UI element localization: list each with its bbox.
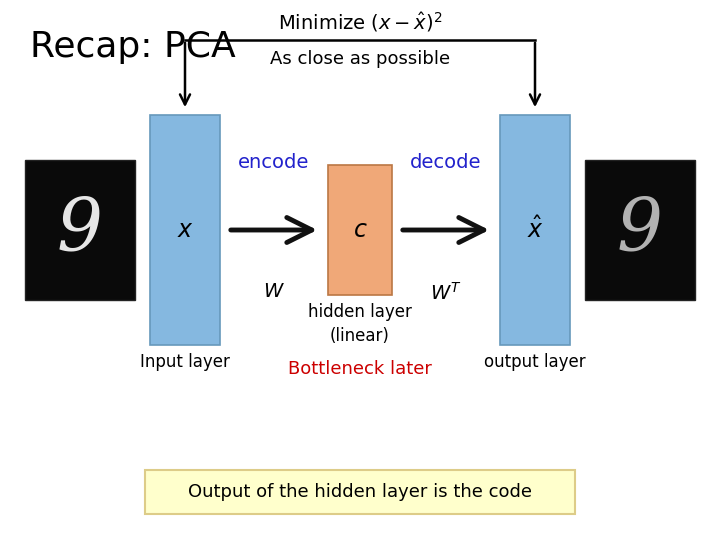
FancyBboxPatch shape [150, 115, 220, 345]
Text: $c$: $c$ [353, 218, 367, 242]
Text: $x$: $x$ [176, 218, 194, 242]
FancyBboxPatch shape [328, 165, 392, 295]
FancyBboxPatch shape [145, 470, 575, 514]
Text: $W^T$: $W^T$ [430, 282, 462, 304]
Text: Minimize $(x - \hat{x})^2$: Minimize $(x - \hat{x})^2$ [278, 10, 442, 34]
FancyBboxPatch shape [25, 160, 135, 300]
FancyBboxPatch shape [500, 115, 570, 345]
Text: Input layer: Input layer [140, 353, 230, 371]
Text: Recap: PCA: Recap: PCA [30, 30, 235, 64]
Text: As close as possible: As close as possible [270, 50, 450, 68]
Text: output layer: output layer [484, 353, 586, 371]
Text: 9: 9 [617, 195, 663, 265]
Text: Output of the hidden layer is the code: Output of the hidden layer is the code [188, 483, 532, 501]
Text: $\hat{x}$: $\hat{x}$ [526, 217, 544, 243]
Text: Bottleneck later: Bottleneck later [288, 360, 432, 378]
FancyBboxPatch shape [585, 160, 695, 300]
Text: decode: decode [410, 153, 482, 172]
Text: hidden layer
(linear): hidden layer (linear) [308, 303, 412, 345]
Text: $W$: $W$ [263, 282, 285, 301]
Text: 9: 9 [57, 195, 103, 265]
Text: encode: encode [238, 153, 310, 172]
